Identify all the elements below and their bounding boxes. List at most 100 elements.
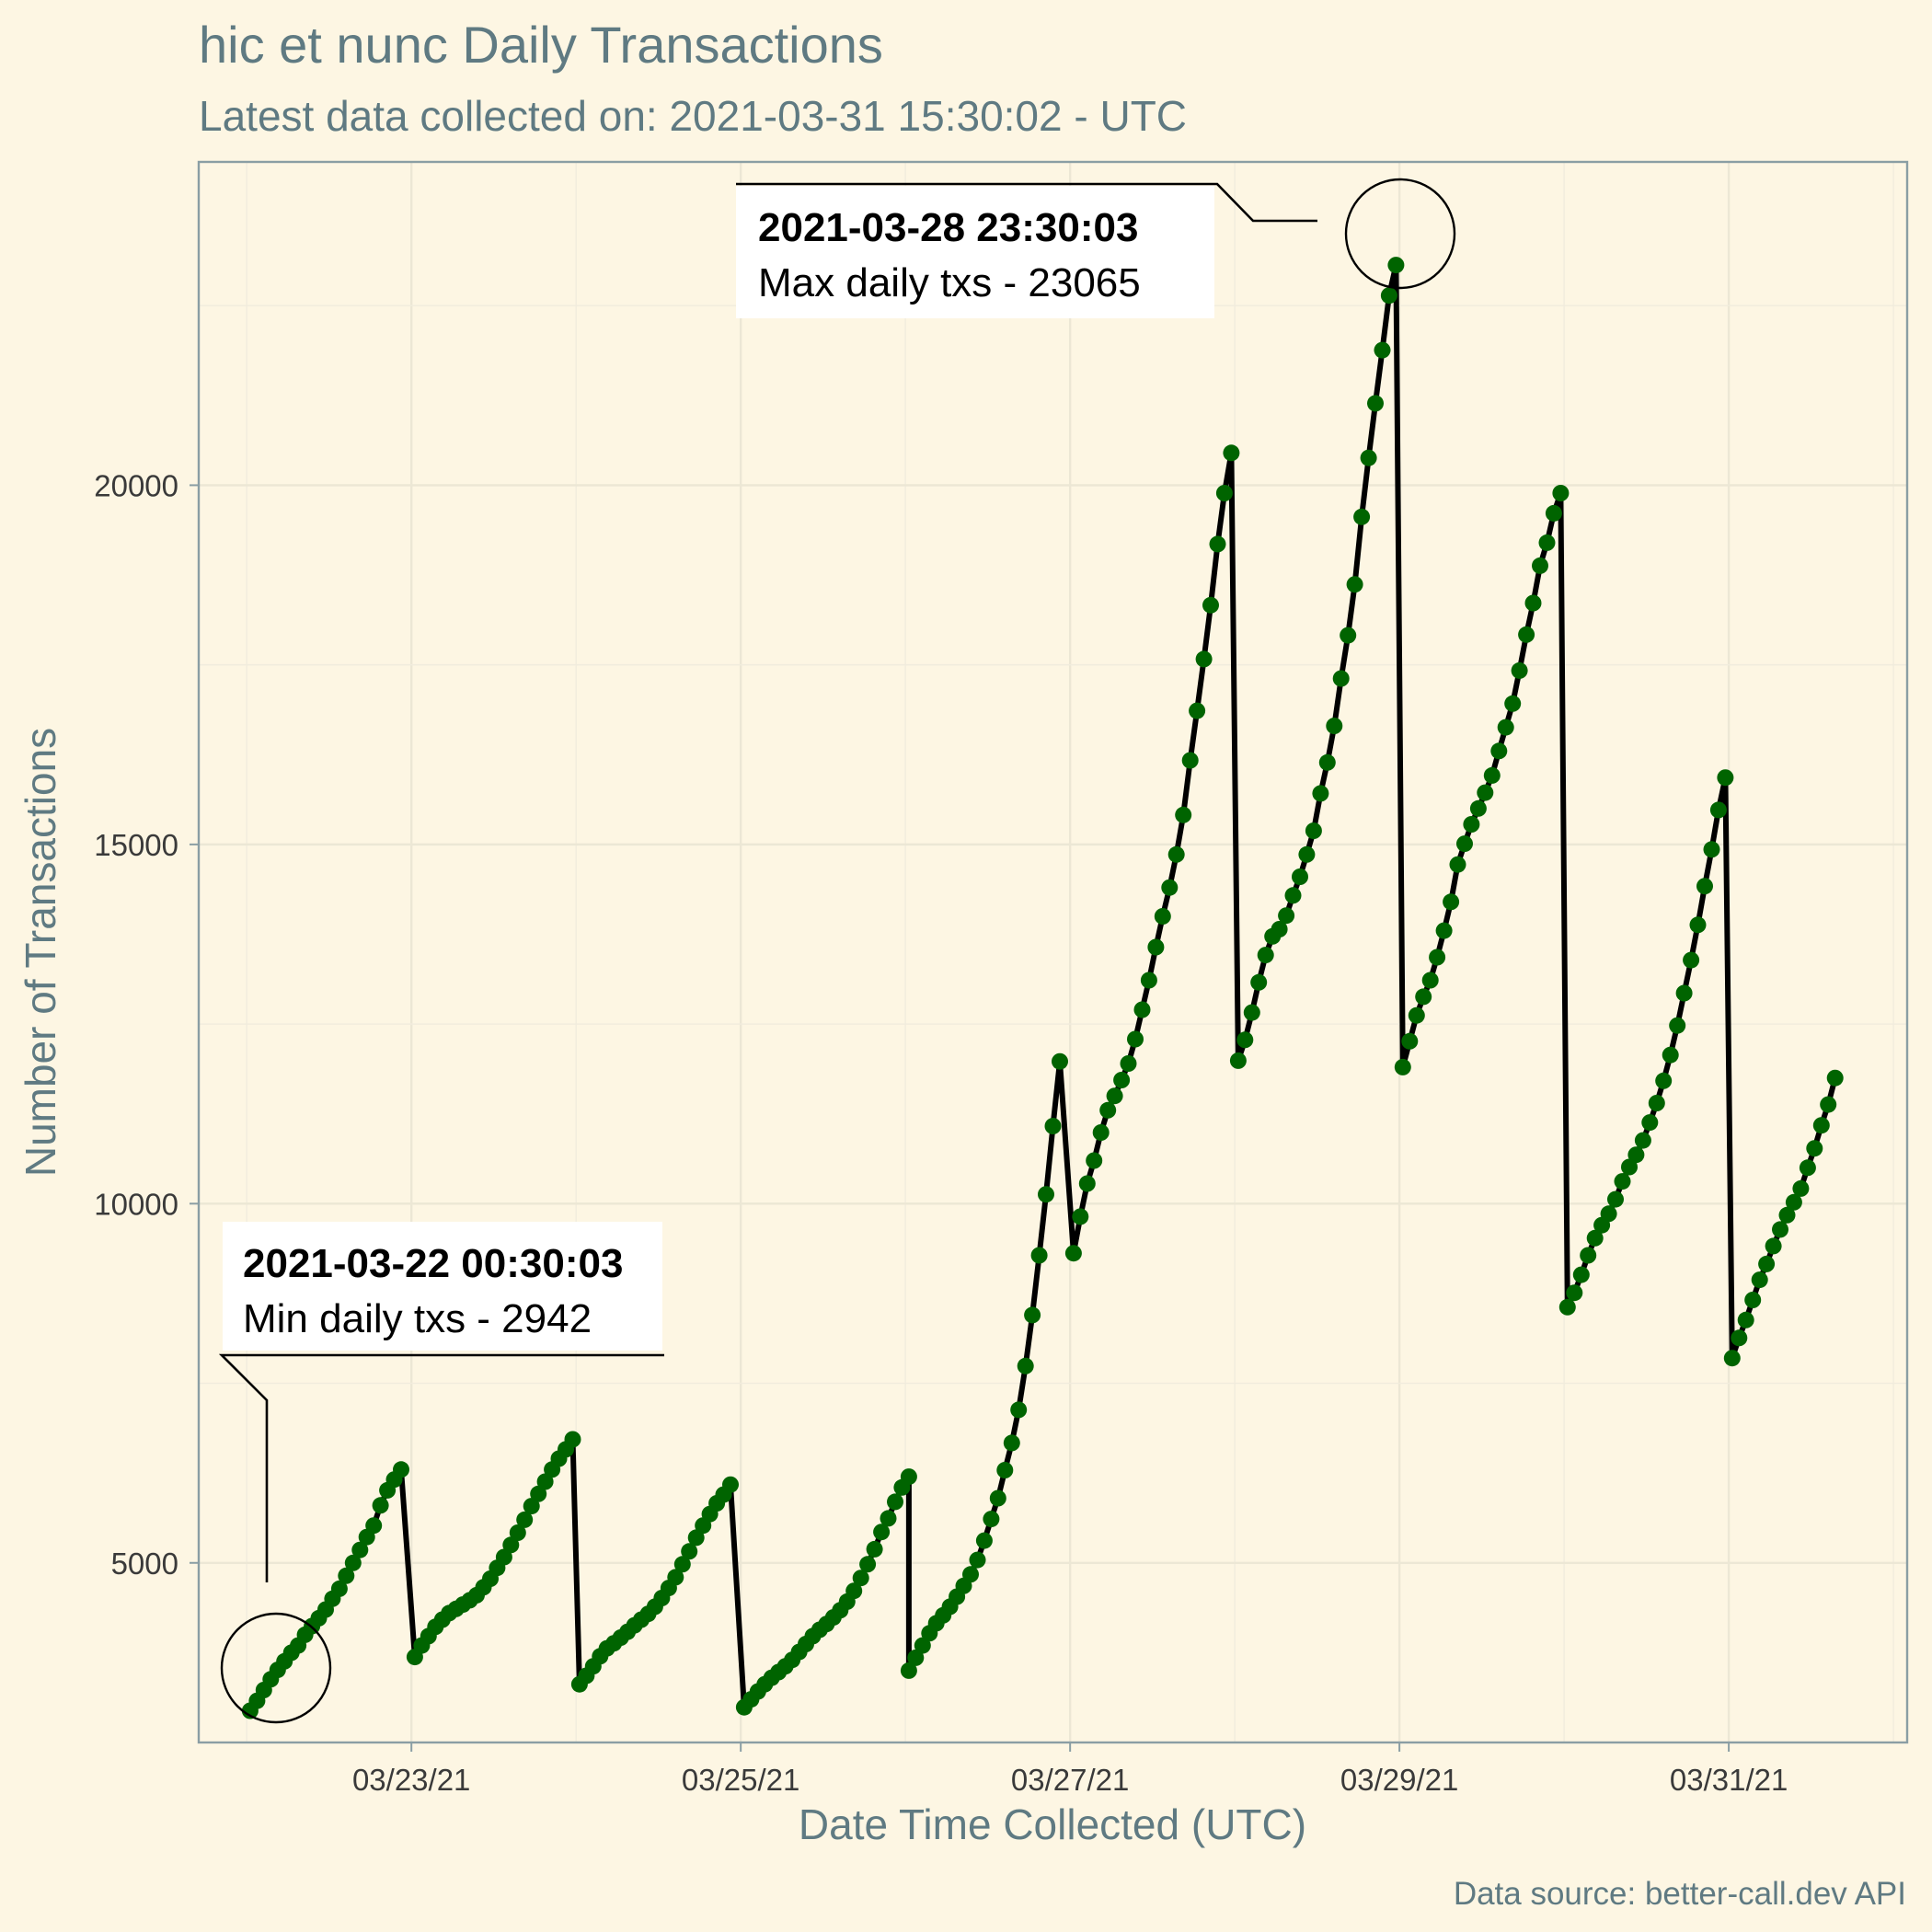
- data-point: [1250, 973, 1268, 991]
- data-point: [1284, 887, 1302, 904]
- min-highlight-circle: [220, 1612, 332, 1724]
- data-point: [1703, 841, 1720, 858]
- data-point: [1655, 1072, 1673, 1089]
- data-point: [1127, 1030, 1144, 1048]
- data-point: [1477, 784, 1494, 801]
- data-point: [1552, 485, 1570, 501]
- max-highlight-circle: [1344, 178, 1456, 290]
- data-point: [523, 1498, 540, 1515]
- y-tick-label: 20000: [94, 468, 178, 502]
- y-tick-label: 5000: [111, 1547, 178, 1581]
- data-point: [1415, 988, 1432, 1006]
- data-point: [1401, 1032, 1419, 1050]
- data-point: [1469, 799, 1487, 817]
- x-tick-label: 03/27/21: [1011, 1763, 1129, 1797]
- data-point: [509, 1524, 526, 1541]
- data-point: [1243, 1004, 1260, 1021]
- data-point: [1312, 785, 1329, 802]
- data-point: [975, 1532, 993, 1549]
- data-points: [241, 257, 1844, 1719]
- data-point: [1586, 1229, 1604, 1247]
- data-point: [1380, 287, 1397, 305]
- data-point: [1175, 806, 1192, 823]
- data-point: [1326, 718, 1343, 734]
- data-point: [1292, 868, 1308, 885]
- data-point: [1195, 650, 1213, 668]
- y-axis-title: Number of Transactions: [17, 728, 64, 1177]
- data-point: [1360, 449, 1377, 466]
- data-point: [1669, 1017, 1686, 1034]
- x-tick-label: 03/25/21: [682, 1763, 799, 1797]
- data-point: [907, 1649, 925, 1666]
- data-point: [1518, 626, 1535, 643]
- data-point: [1140, 972, 1157, 989]
- data-point: [1483, 766, 1501, 784]
- data-point: [1532, 557, 1548, 574]
- data-point: [1429, 949, 1446, 966]
- data-point: [1408, 1006, 1425, 1024]
- data-point: [1627, 1146, 1645, 1164]
- data-point: [1820, 1096, 1837, 1113]
- data-point: [1662, 1046, 1679, 1064]
- data-point: [1545, 504, 1562, 522]
- data-point: [962, 1566, 979, 1583]
- data-point: [1785, 1193, 1802, 1211]
- chart-title: hic et nunc Daily Transactions: [199, 16, 883, 74]
- data-point: [1421, 972, 1439, 989]
- data-point: [1038, 1186, 1054, 1203]
- data-point: [1717, 769, 1734, 787]
- data-point: [845, 1582, 863, 1600]
- data-point: [1332, 670, 1350, 687]
- data-point: [1744, 1292, 1762, 1308]
- data-point: [1648, 1095, 1665, 1111]
- data-point: [1758, 1255, 1776, 1272]
- data-point: [1394, 1058, 1411, 1075]
- data-point: [1566, 1284, 1583, 1302]
- data-point: [900, 1662, 917, 1679]
- data-point: [1072, 1208, 1089, 1225]
- chart-caption: Data source: better-call.dev API: [1454, 1876, 1906, 1912]
- data-point: [1092, 1124, 1110, 1141]
- data-point: [1387, 257, 1405, 274]
- data-point: [1202, 596, 1219, 614]
- data-point: [372, 1497, 389, 1514]
- data-point: [330, 1580, 348, 1597]
- y-tick-label: 15000: [94, 828, 178, 862]
- data-point: [1463, 816, 1480, 833]
- min-label-value: Min daily txs - 2942: [243, 1296, 592, 1341]
- data-point: [1167, 845, 1185, 863]
- data-point: [1099, 1101, 1117, 1119]
- data-point: [880, 1510, 897, 1527]
- data-point: [1435, 922, 1453, 939]
- data-point: [1772, 1221, 1788, 1238]
- data-point: [996, 1462, 1014, 1478]
- data-point: [1737, 1311, 1754, 1328]
- data-point: [1367, 395, 1384, 412]
- max-label-datetime: 2021-03-28 23:30:03: [758, 205, 1138, 250]
- data-point: [1731, 1329, 1748, 1347]
- data-point: [365, 1517, 383, 1535]
- data-point: [1106, 1087, 1123, 1105]
- data-point: [1223, 444, 1240, 462]
- data-point: [1147, 938, 1165, 956]
- max-label-box: [736, 186, 1214, 318]
- data-point: [914, 1637, 931, 1654]
- x-tick-label: 03/23/21: [352, 1763, 470, 1797]
- data-point: [1236, 1031, 1254, 1049]
- data-point: [1340, 627, 1357, 644]
- data-point: [1064, 1245, 1082, 1262]
- x-axis: 03/23/21 03/25/21 03/27/21 03/29/21 03/31/21: [352, 1742, 1788, 1797]
- data-point: [1558, 1298, 1576, 1316]
- data-point: [536, 1473, 554, 1490]
- min-annotation: 2021-03-22 00:30:03 Min daily txs - 2942: [218, 1222, 664, 1724]
- data-point: [564, 1431, 581, 1448]
- data-point: [969, 1551, 986, 1569]
- data-point: [667, 1569, 684, 1586]
- data-point: [681, 1543, 698, 1560]
- data-point: [1318, 753, 1336, 771]
- data-point: [1189, 702, 1206, 719]
- data-point: [1078, 1175, 1096, 1192]
- min-callout-line: [218, 1353, 664, 1582]
- data-point: [1634, 1132, 1651, 1149]
